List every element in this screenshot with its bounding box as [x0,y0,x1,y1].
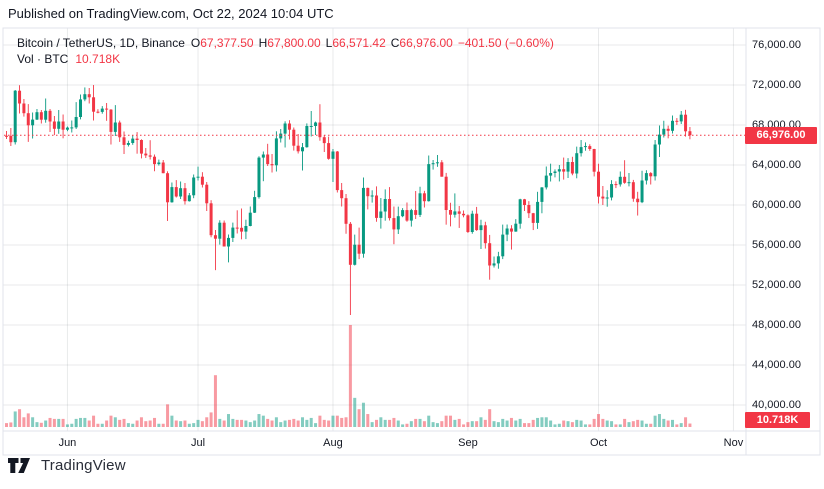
time-axis-label[interactable]: Jul [191,437,206,449]
time-axis-label[interactable]: Nov [723,437,744,449]
ohlc-key: H [258,36,268,50]
time-axis-label[interactable]: Oct [589,437,608,449]
ohlc-value: 66,976.00 [399,36,453,50]
ohlc-key: C [390,36,400,50]
price-axis-label[interactable]: 44,000.00 [752,358,801,371]
symbol-title: Bitcoin / TetherUS, 1D, Binance [17,36,185,50]
symbol-legend: Bitcoin / TetherUS, 1D, Binance O67,377.5… [17,36,554,50]
tradingview-logo-link[interactable]: TradingView [8,457,126,474]
ohlc-key: L [325,36,333,50]
price-axis-label[interactable]: 48,000.00 [752,318,801,331]
ohlc-value: 67,800.00 [267,36,321,50]
change-value: −401.50 (−0.60%) [457,36,554,50]
tradingview-brand-text: TradingView [41,457,126,474]
price-axis-label[interactable]: 64,000.00 [752,158,801,171]
ohlc-key: O [190,36,201,50]
volume-label: Vol · BTC [17,52,69,66]
ohlc-value: 67,377.50 [200,36,254,50]
last-volume-badge: 10.718K [745,412,810,428]
legend-ohlc: O67,377.50 H67,800.00 L66,571.42 C66,976.00 [191,36,458,50]
ohlc-value: 66,571.42 [332,36,386,50]
volume-value: 10.718K [75,52,121,66]
volume-legend: Vol · BTC 10.718K [17,52,120,66]
time-axis-label[interactable]: Aug [323,437,343,449]
time-axis-label[interactable]: Sep [458,437,478,449]
price-axis-label[interactable]: 60,000.00 [752,198,801,211]
last-price-badge: 66,976.00 [745,126,817,144]
time-axis-label[interactable]: Jun [58,437,77,449]
published-line: Published on TradingView.com, Oct 22, 20… [8,6,334,21]
price-axis-label[interactable]: 40,000.00 [752,398,801,411]
price-axis-label[interactable]: 52,000.00 [752,278,801,291]
price-axis-label[interactable]: 56,000.00 [752,238,801,251]
price-axis-label[interactable]: 72,000.00 [752,78,801,91]
tradingview-logo-icon [8,457,34,474]
price-axis-label[interactable]: 76,000.00 [752,38,801,51]
